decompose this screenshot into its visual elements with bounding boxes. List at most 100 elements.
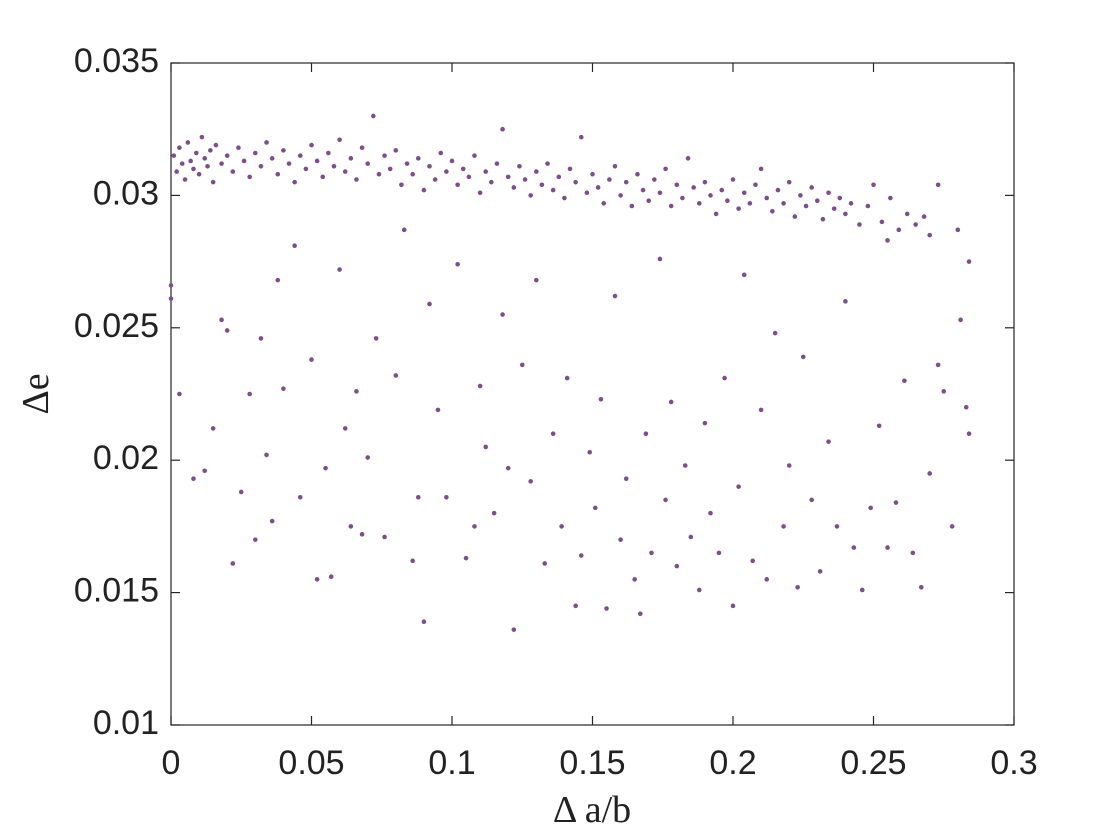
point <box>798 193 803 198</box>
point <box>927 471 932 476</box>
point <box>472 524 477 529</box>
point <box>438 150 444 156</box>
point <box>871 182 876 188</box>
point <box>800 354 806 360</box>
point <box>696 201 702 206</box>
point <box>764 577 770 582</box>
point <box>781 524 786 529</box>
point <box>230 169 236 174</box>
point <box>477 190 483 196</box>
point <box>168 296 174 301</box>
y-tick-label: 0.035 <box>74 42 159 80</box>
point <box>637 611 643 617</box>
point <box>410 558 415 564</box>
point <box>573 179 578 185</box>
point <box>387 166 393 172</box>
point <box>241 158 247 164</box>
point <box>326 150 331 156</box>
point <box>913 222 918 227</box>
point <box>786 179 792 185</box>
point <box>348 524 354 529</box>
point <box>494 161 500 166</box>
point <box>722 375 727 381</box>
point <box>179 161 185 166</box>
point <box>348 156 354 161</box>
point <box>505 174 511 180</box>
x-tick-label: 0.1 <box>428 744 475 782</box>
point <box>399 182 404 188</box>
point <box>618 537 623 542</box>
point <box>935 182 941 188</box>
point <box>736 206 741 211</box>
point <box>382 153 387 158</box>
point <box>578 134 584 140</box>
point <box>314 158 320 164</box>
point <box>593 505 598 511</box>
point <box>559 524 564 529</box>
point <box>309 357 314 362</box>
point <box>885 545 890 550</box>
point <box>702 179 708 185</box>
point <box>674 563 680 569</box>
point <box>803 203 809 209</box>
point <box>843 211 848 217</box>
point <box>208 148 213 153</box>
point <box>491 510 497 516</box>
point <box>556 174 562 180</box>
point <box>904 211 910 217</box>
y-tick-label: 0.015 <box>74 572 159 610</box>
point <box>550 431 556 437</box>
point <box>868 505 873 511</box>
point <box>224 328 230 333</box>
point <box>876 423 882 429</box>
point <box>888 195 893 201</box>
point <box>809 497 814 503</box>
point <box>275 277 281 283</box>
point <box>708 510 713 516</box>
x-tick-label: 0.3 <box>990 744 1037 782</box>
point <box>921 214 927 219</box>
point <box>466 174 472 180</box>
point <box>359 532 365 537</box>
point <box>649 550 654 556</box>
point <box>587 449 592 455</box>
x-tick-label: 0.2 <box>709 744 756 782</box>
point <box>528 479 533 484</box>
point <box>337 267 342 272</box>
point <box>927 232 932 238</box>
point <box>460 166 466 172</box>
point <box>859 587 865 593</box>
point <box>595 185 601 190</box>
point <box>668 399 674 405</box>
point <box>500 312 505 317</box>
point <box>601 201 607 206</box>
point <box>421 187 427 193</box>
point <box>210 426 216 431</box>
point <box>893 500 899 505</box>
point <box>741 190 747 196</box>
point <box>455 182 460 188</box>
point <box>522 177 528 182</box>
point <box>205 163 210 169</box>
point <box>826 190 831 196</box>
point <box>376 171 382 177</box>
point <box>342 169 348 174</box>
point <box>851 545 857 550</box>
point <box>489 179 494 185</box>
point <box>843 299 848 304</box>
point <box>702 420 708 426</box>
point <box>427 163 432 169</box>
point <box>725 198 730 203</box>
point <box>770 208 775 214</box>
point <box>786 463 792 468</box>
point <box>826 439 831 444</box>
point <box>820 216 826 222</box>
point <box>191 166 196 172</box>
point <box>247 391 252 397</box>
point <box>177 145 182 151</box>
point <box>342 426 348 431</box>
point <box>196 171 202 177</box>
point <box>444 169 449 174</box>
point <box>171 153 177 158</box>
